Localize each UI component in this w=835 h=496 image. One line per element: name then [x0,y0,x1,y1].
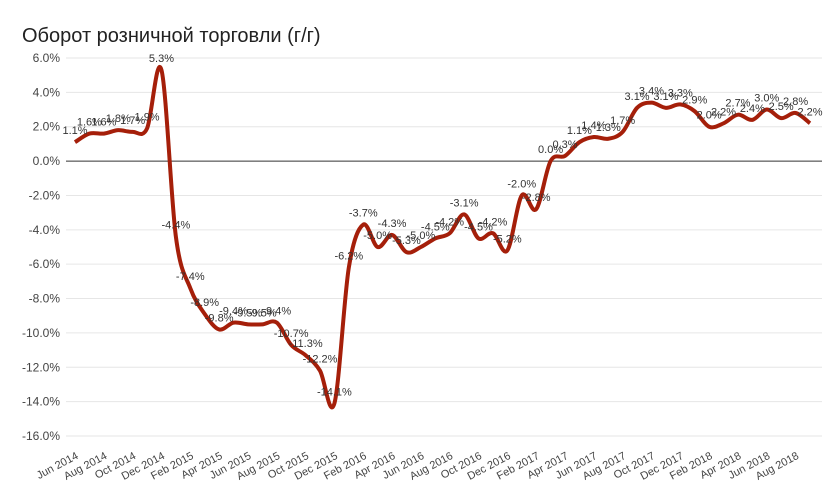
data-label: -5.2% [493,233,522,245]
data-label: -9.5% [234,307,263,319]
y-tick-label: -12.0% [22,360,60,374]
data-label: 2.8% [783,96,808,108]
data-label: 2.5% [769,101,794,113]
data-label: 2.0% [697,110,722,122]
data-label: -11.3% [289,338,323,350]
data-label: -4.2% [435,216,464,228]
data-label: -5.3% [392,235,421,247]
y-tick-label: 6.0% [33,51,61,65]
y-tick-label: -10.0% [22,326,60,340]
data-label: -6.2% [334,251,363,263]
data-label: -4.3% [378,218,407,230]
y-tick-label: 2.0% [33,120,61,134]
data-label: -2.0% [507,178,536,190]
data-label: 2.4% [740,103,765,115]
y-tick-label: -4.0% [29,223,61,237]
data-label: -8.9% [190,297,219,309]
data-label: 1.6% [77,117,102,129]
data-label: -3.1% [450,197,479,209]
data-label: 0.0% [538,144,563,156]
data-label: 1.4% [581,120,606,132]
data-label: -9.5% [248,307,277,319]
y-tick-label: -14.0% [22,395,60,409]
data-label: 1.7% [120,115,145,127]
y-tick-label: -16.0% [22,429,60,443]
data-label: -12.2% [303,354,338,366]
data-label: -10.7% [274,328,309,340]
data-label: 2.9% [682,94,707,106]
data-label: 1.3% [596,122,621,134]
data-label: 1.1% [62,125,87,137]
data-label: 2.2% [711,106,736,118]
data-label: 1.8% [106,113,131,125]
data-label: -9.8% [205,312,234,324]
data-label: 1.6% [91,117,116,129]
chart-title: Оборот розничной торговли (г/г) [22,25,321,47]
y-tick-label: 4.0% [33,85,61,99]
y-tick-label: -2.0% [29,188,61,202]
data-label: -4.5% [464,221,493,233]
line [73,65,812,410]
data-label: 3.1% [625,91,650,103]
data-label: 3.1% [653,91,678,103]
data-label: 0.3% [552,139,577,151]
data-label: 3.4% [639,86,664,98]
data-label: 3.3% [668,87,693,99]
data-label: -3.7% [349,208,378,220]
data-label: 2.2% [797,106,822,118]
data-label: -14.1% [317,386,352,398]
data-label: 1.7% [610,115,635,127]
data-label: 1.9% [135,111,160,123]
data-label: -9.4% [219,306,248,318]
y-tick-label: -6.0% [29,257,61,271]
data-label: 1.1% [567,125,592,137]
data-label: 2.7% [725,98,750,110]
data-label: -9.4% [262,306,291,318]
data-label: -5.0% [407,230,436,242]
data-label: -5.0% [363,230,392,242]
data-label: -2.8% [522,192,551,204]
y-tick-label: 0.0% [33,154,61,168]
data-label: -4.2% [479,216,508,228]
data-label: 5.3% [149,53,174,65]
data-label: -4.5% [421,221,450,233]
data-label: -7.4% [176,271,205,283]
data-label: -4.4% [162,220,191,232]
y-tick-label: -8.0% [29,292,61,306]
data-label: 3.0% [754,93,779,105]
